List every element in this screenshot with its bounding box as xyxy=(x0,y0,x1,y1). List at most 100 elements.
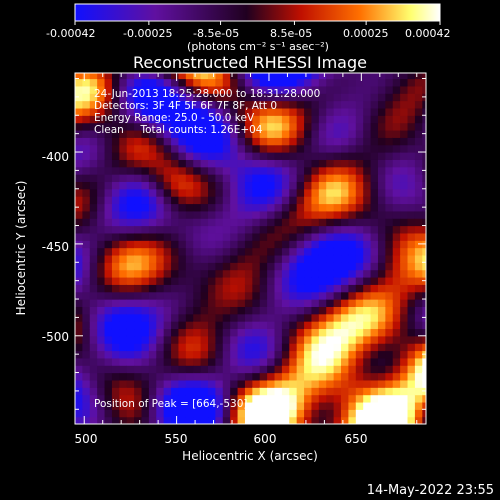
heatmap-cell xyxy=(311,166,320,175)
heatmap-cell xyxy=(178,129,187,138)
heatmap-cell xyxy=(289,152,298,160)
heatmap-cell xyxy=(134,203,143,212)
heatmap-cell xyxy=(311,350,320,359)
heatmap-cell xyxy=(274,203,283,212)
heatmap-cell xyxy=(119,137,128,146)
heatmap-cell xyxy=(156,401,165,410)
heatmap-cell xyxy=(119,343,128,352)
heatmap-cell xyxy=(318,137,327,146)
heatmap-cell xyxy=(400,276,409,285)
heatmap-cell xyxy=(126,232,135,241)
heatmap-cell xyxy=(237,365,246,374)
heatmap-cell xyxy=(400,137,409,146)
heatmap-cell xyxy=(333,409,342,418)
heatmap-cell xyxy=(407,276,416,285)
heatmap-cell xyxy=(363,181,372,190)
heatmap-cell xyxy=(75,73,83,80)
heatmap-cell xyxy=(200,409,209,418)
heatmap-cell xyxy=(355,247,364,256)
heatmap-cell xyxy=(341,416,350,424)
heatmap-cell xyxy=(355,107,364,116)
heatmap-cell xyxy=(289,188,298,197)
heatmap-cell xyxy=(163,78,172,87)
heatmap-cell xyxy=(163,409,172,418)
heatmap-cell xyxy=(97,203,106,212)
heatmap-cell xyxy=(222,284,231,293)
heatmap-cell xyxy=(185,387,194,396)
heatmap-cell xyxy=(215,276,224,285)
heatmap-cell xyxy=(296,372,305,381)
heatmap-cell xyxy=(163,85,172,94)
heatmap-cell xyxy=(171,85,180,94)
heatmap-cell xyxy=(163,174,172,183)
heatmap-cell xyxy=(289,416,298,424)
heatmap-cell xyxy=(392,321,401,330)
heatmap-cell xyxy=(104,137,113,146)
heatmap-cell xyxy=(392,240,401,249)
heatmap-cell xyxy=(318,321,327,330)
heatmap-cell xyxy=(296,196,305,205)
heatmap-cell xyxy=(348,159,357,168)
heatmap-cell xyxy=(178,73,187,80)
heatmap-cell xyxy=(208,129,216,138)
heatmap-cell xyxy=(392,196,401,205)
heatmap-cell xyxy=(237,254,246,263)
heatmap-cell xyxy=(178,365,187,374)
heatmap-cell xyxy=(259,291,268,300)
heatmap-cell xyxy=(104,115,113,124)
heatmap-cell xyxy=(252,262,261,271)
heatmap-cell xyxy=(111,247,120,256)
heatmap-cell xyxy=(252,379,261,388)
heatmap-cell xyxy=(370,313,379,322)
heatmap-cell xyxy=(407,100,416,109)
heatmap-cell xyxy=(185,196,194,205)
heatmap-cell xyxy=(126,313,135,322)
heatmap-cell xyxy=(296,357,305,366)
heatmap-cell xyxy=(119,115,128,124)
heatmap-cell xyxy=(200,291,209,300)
heatmap-cell xyxy=(422,174,426,183)
heatmap-cell xyxy=(148,115,157,124)
heatmap-cell xyxy=(333,313,342,322)
heatmap-cell xyxy=(141,122,150,131)
heatmap-cell xyxy=(267,365,276,374)
heatmap-cell xyxy=(318,129,327,138)
heatmap-cell xyxy=(296,247,305,256)
heatmap-cell xyxy=(407,144,416,153)
heatmap-cell xyxy=(97,232,106,241)
heatmap-cell xyxy=(281,401,290,410)
heatmap-cell xyxy=(385,357,394,366)
heatmap-cell xyxy=(104,203,113,212)
heatmap-cell xyxy=(355,152,364,160)
heatmap-cell xyxy=(222,276,231,285)
heatmap-cell xyxy=(97,152,106,160)
heatmap-cell xyxy=(171,291,180,300)
heatmap-cell xyxy=(141,328,150,337)
heatmap-cell xyxy=(104,188,113,197)
heatmap-cell xyxy=(333,181,342,190)
heatmap-cell xyxy=(363,299,372,307)
heatmap-cell xyxy=(385,152,394,160)
heatmap-cell xyxy=(370,254,379,263)
heatmap-cell xyxy=(281,276,290,285)
heatmap-cell xyxy=(156,350,165,359)
heatmap-cell xyxy=(392,416,401,424)
heatmap-cell xyxy=(267,247,276,256)
heatmap-cell xyxy=(355,262,364,271)
heatmap-cell xyxy=(326,181,335,190)
heatmap-cell xyxy=(82,93,91,102)
heatmap-cell xyxy=(422,284,426,293)
heatmap-cell xyxy=(267,372,276,381)
heatmap-cell xyxy=(422,73,426,80)
heatmap-cell xyxy=(193,152,202,160)
heatmap-cell xyxy=(97,144,106,153)
heatmap-cell xyxy=(289,306,298,315)
heatmap-cell xyxy=(252,122,261,131)
colorbar-unit: (photons cm⁻² s⁻¹ asec⁻²) xyxy=(187,40,329,53)
heatmap-cell xyxy=(215,159,224,168)
heatmap-cell xyxy=(259,203,268,212)
heatmap-cell xyxy=(141,335,150,344)
heatmap-cell xyxy=(414,291,423,300)
heatmap-cell xyxy=(156,357,165,366)
heatmap-cell xyxy=(348,181,357,190)
